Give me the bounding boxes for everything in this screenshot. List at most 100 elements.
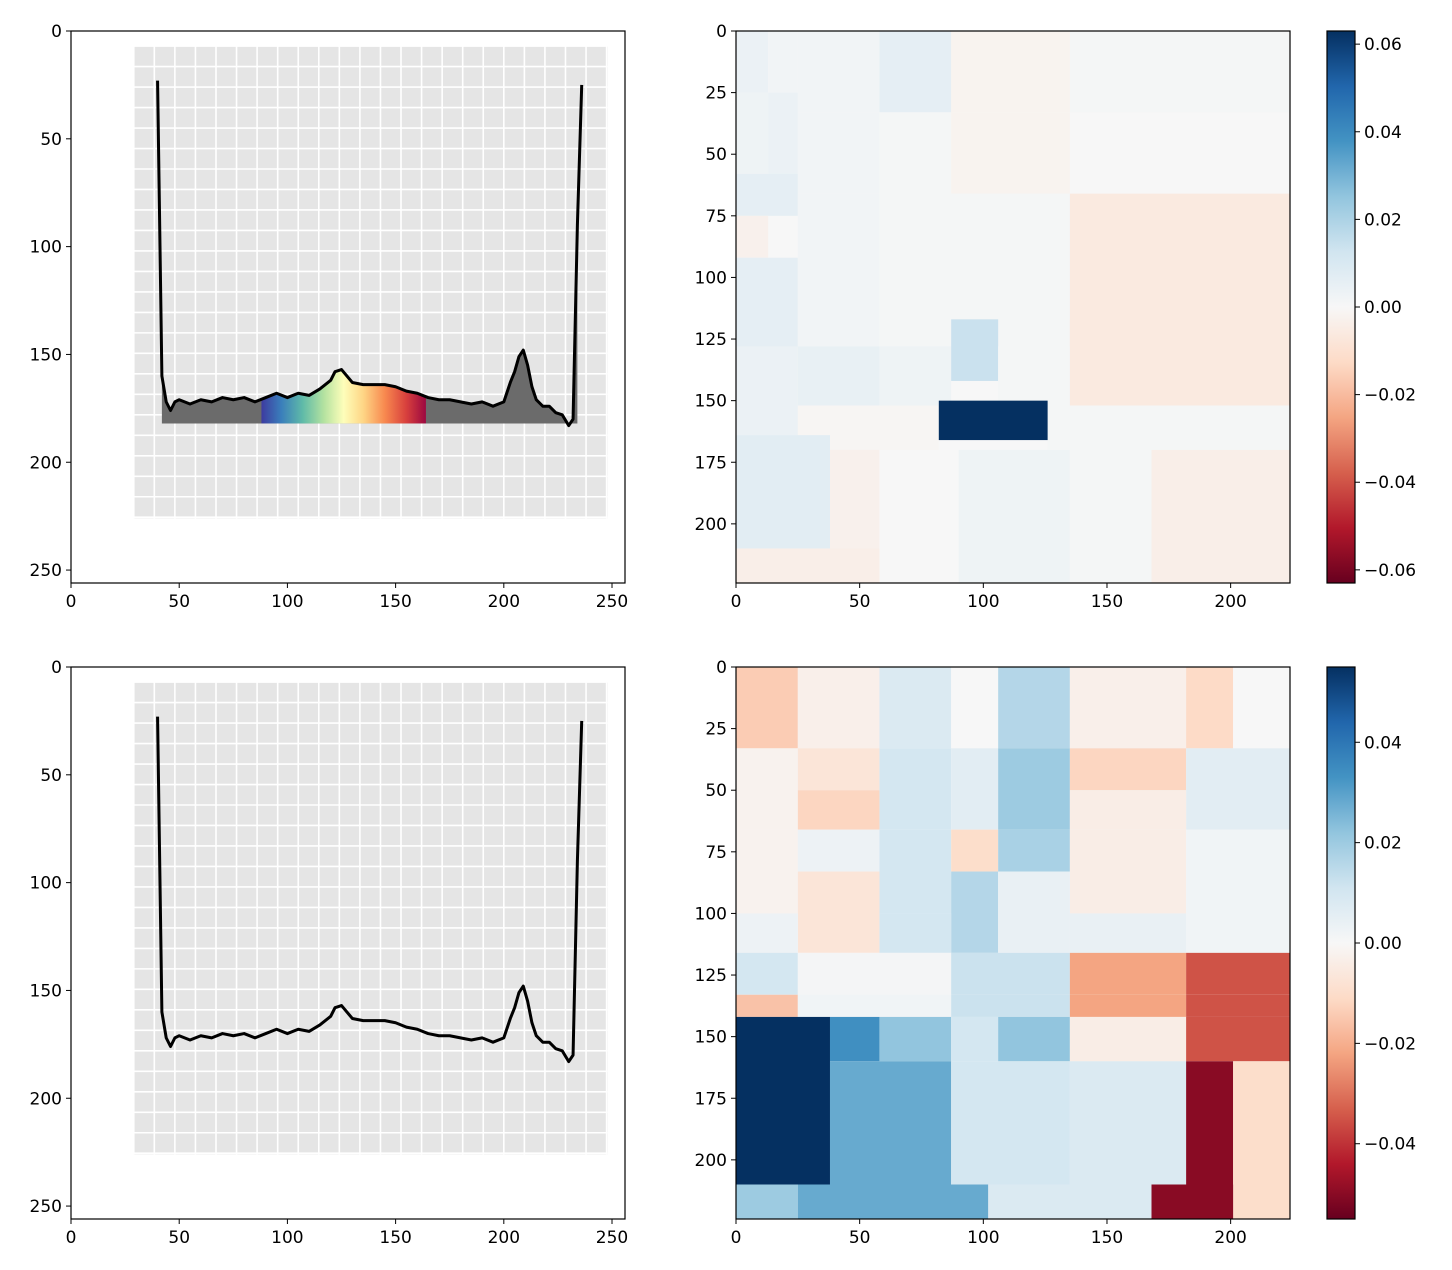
heatmap-cell (736, 748, 798, 830)
heatmap-cell (879, 449, 959, 583)
heatmap-cell (1069, 952, 1187, 995)
heatmap-cell (1186, 667, 1234, 749)
x-tick-label: 0 (731, 592, 742, 612)
heatmap-cell (736, 913, 798, 953)
heatmap-cell (736, 435, 830, 549)
y-tick-label: 200 (695, 515, 727, 535)
y-tick-label: 125 (695, 966, 727, 986)
heatmap-cell (829, 1016, 880, 1062)
colorbar-tick-label: −0.02 (1364, 386, 1416, 406)
colorbar-tick-label: 0.00 (1364, 934, 1402, 954)
axes-frame (735, 30, 1291, 584)
y-tick-label: 125 (695, 330, 727, 350)
heatmap-cell (736, 994, 798, 1017)
x-tick-label: 0 (66, 1228, 77, 1248)
y-tick-label: 175 (695, 453, 727, 473)
x-tick-label: 100 (967, 592, 999, 612)
heatmap-cell (736, 1016, 830, 1185)
heatmap-cell (998, 829, 1070, 872)
y-tick-label: 0 (716, 22, 727, 42)
colorbar-tick-label: 0.02 (1364, 210, 1402, 230)
heatmap-cell (998, 871, 1070, 953)
colorbar-tick-label: −0.04 (1364, 1135, 1416, 1155)
heatmap-cell (1069, 1016, 1187, 1062)
heatmap-cell (736, 1184, 798, 1219)
y-tick-label: 250 (30, 561, 62, 581)
x-tick-label: 50 (168, 592, 190, 612)
heatmap-cell (951, 952, 1070, 995)
y-tick-label: 100 (695, 268, 727, 288)
heatmap-cell (1186, 1061, 1234, 1185)
heatmap-cell (1069, 112, 1290, 194)
heatmap-cell (829, 1061, 952, 1185)
heatmap-cells (736, 667, 1290, 1219)
heatmap-cell (736, 952, 798, 995)
heatmap-cell (736, 346, 798, 436)
bottom-left-line-panel: 0 50 100 150 200 250 0 50 100 150 200 250 (30, 658, 629, 1248)
heatmap-cell (958, 449, 1070, 583)
heatmap-cell (998, 346, 1070, 406)
heatmap-cell (879, 31, 952, 113)
heatmap-cell (768, 92, 798, 174)
y-axis: 0 25 50 75 100 125 150 175 200 (695, 22, 736, 535)
x-tick-label: 100 (271, 1228, 303, 1248)
x-tick-label: 150 (1091, 592, 1123, 612)
heatmap-cell (797, 829, 880, 872)
heatmap-cell (951, 31, 1070, 113)
y-tick-label: 25 (705, 720, 727, 740)
heatmap-cell (736, 548, 880, 583)
x-tick-label: 200 (488, 1228, 520, 1248)
heatmap-cell (1069, 319, 1290, 406)
heatmap-cell (736, 31, 769, 93)
colorbar-tick-label: 0.02 (1364, 834, 1402, 854)
colorbar-tick-label: 0.04 (1364, 733, 1402, 753)
colorbar-tick-label: 0.06 (1364, 35, 1402, 55)
heatmap-cell (998, 748, 1070, 830)
series-line (156, 80, 584, 428)
heatmap-cell (736, 173, 798, 216)
image-background (133, 682, 608, 1155)
y-axis: 0 25 50 75 100 125 150 175 200 (695, 658, 736, 1171)
heatmap-cell (879, 667, 952, 749)
heatmap-cell (1069, 31, 1290, 113)
top-left-line-panel: 0 50 100 150 200 250 0 50 100 150 200 250 (30, 22, 629, 612)
heatmap-cell (797, 952, 952, 995)
heatmap-cell (768, 31, 798, 93)
x-axis: 0 50 100 150 200 (731, 1219, 1247, 1248)
image-background (133, 46, 608, 519)
heatmap-cell (1186, 913, 1290, 953)
heatmap-cell (797, 790, 880, 830)
heatmap-cell (736, 215, 769, 258)
heatmap-cell (797, 748, 880, 791)
heatmap-cell (1047, 405, 1290, 450)
heatmap-cell (951, 829, 999, 872)
x-tick-label: 250 (596, 592, 628, 612)
heatmap-cell (879, 913, 952, 953)
colorbar-gradient (1327, 31, 1355, 583)
heatmap-cell (797, 31, 880, 113)
heatmap-cell (1069, 449, 1152, 583)
heatmap-cell (938, 400, 1048, 441)
heatmap-cell (797, 193, 880, 347)
y-tick-label: 100 (30, 874, 62, 894)
x-tick-label: 50 (849, 592, 871, 612)
y-axis: 0 50 100 150 200 250 (30, 22, 71, 581)
heatmap-cell (1069, 748, 1187, 791)
curve-fill (161, 225, 578, 424)
heatmap-cell (1069, 667, 1187, 749)
heatmap-cell (998, 667, 1070, 749)
plot-marks (156, 716, 584, 1064)
y-tick-label: 50 (705, 781, 727, 801)
heatmap-cell (736, 92, 769, 174)
x-tick-label: 100 (271, 592, 303, 612)
heatmap-cell (1069, 790, 1187, 830)
heatmap-cell (797, 667, 880, 749)
colorbar: 0.06 0.04 0.02 0.00 −0.02 −0.04 −0.06 (1326, 30, 1416, 584)
grid-backdrop (132, 681, 608, 1155)
x-tick-label: 200 (488, 592, 520, 612)
heatmap-cell (797, 994, 952, 1017)
heatmap-cell (1233, 667, 1290, 749)
heatmap-cell (1186, 748, 1290, 830)
y-tick-label: 50 (705, 145, 727, 165)
colorbar-gradient (1327, 667, 1355, 1219)
